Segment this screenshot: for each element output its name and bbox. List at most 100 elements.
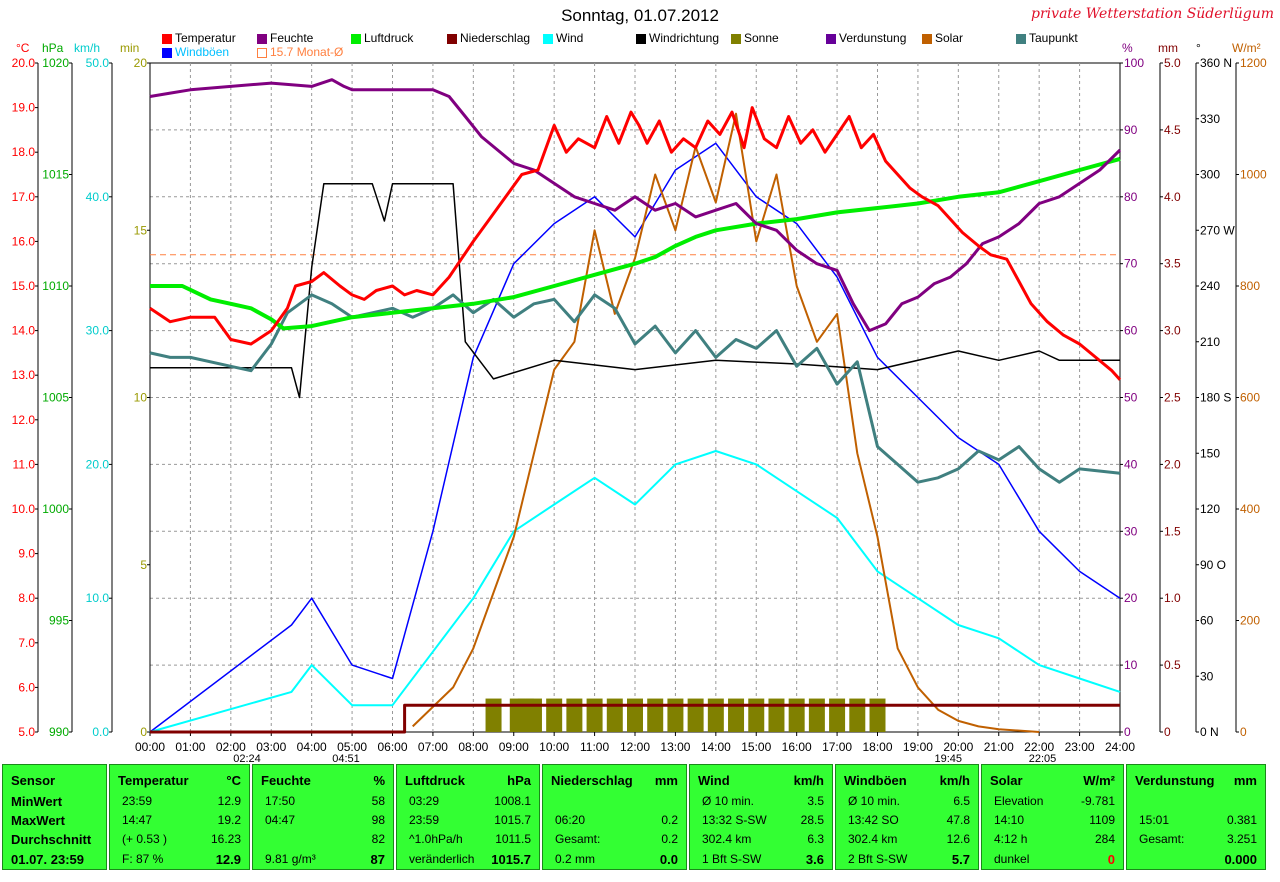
panel-cell-value: 82 <box>371 832 385 846</box>
panel-header: Luftdruck <box>405 773 465 788</box>
x-tick-label: 16:00 <box>782 740 812 754</box>
legend-monthly-avg: 15.7 Monat-Ø <box>270 45 344 59</box>
panel-cell-value: 1109 <box>1089 813 1115 827</box>
x-tick-label: 17:00 <box>822 740 852 754</box>
panel-cell-label: Gesamt: <box>1139 832 1185 846</box>
panel-cell-value: 12.9 <box>215 852 241 867</box>
axis-tick-label-pct: 90 <box>1124 123 1138 137</box>
axis-tick-label-deg: 270 W <box>1200 223 1235 237</box>
panel-cell-label: 2 Bft S-SW <box>848 852 908 866</box>
legend-windboeen: Windböen <box>175 45 230 59</box>
panel-cell-value: 0.0 <box>659 852 678 867</box>
sunshine-bar <box>525 698 542 732</box>
sunshine-bar <box>546 698 563 732</box>
panel-cell-label: F: 87 % <box>122 852 164 866</box>
axis-tick-label-temp: 8.0 <box>18 591 35 605</box>
panel-temp: Temperatur °C 23:59 12.9 14:47 19.2 (+ 0.53 ) 1… <box>109 764 250 870</box>
panel-sensor-header: Sensor <box>11 773 56 788</box>
axis-tick-label-min: 5 <box>140 558 147 572</box>
panel-cell-value: 12.9 <box>217 794 241 808</box>
row-label-max: MaxWert <box>11 813 65 828</box>
series-line-niederschlag <box>150 703 1120 734</box>
panel-cell-value: 47.8 <box>946 813 970 827</box>
panel-cell-value: 98 <box>371 813 385 827</box>
panel-cell-value: 6.3 <box>807 832 824 846</box>
panel-cell-label: veränderlich <box>409 852 475 866</box>
panel-cell-label: 9.81 g/m³ <box>265 852 316 866</box>
time-marker-label: 02:24 <box>233 753 261 762</box>
series-line-windrichtung <box>150 183 1120 399</box>
panel-cell-value: 0.000 <box>1224 852 1257 867</box>
panel-cell-value: 16.23 <box>210 832 241 846</box>
legend-swatch <box>826 34 836 44</box>
panel-cell-label: 302.4 km <box>848 832 898 846</box>
panel-cell-label: Gesamt: <box>555 832 601 846</box>
axis-tick-label-deg: 210 <box>1200 335 1220 349</box>
axis-tick-label-kmh: 30.0 <box>86 324 110 338</box>
series-line-solar <box>412 112 1040 733</box>
axis-tick-label-wm2: 1000 <box>1240 168 1267 182</box>
panel-solar: Solar W/m² Elevation -9.781 14:10 1109 4:12 h 2… <box>981 764 1124 870</box>
axis-tick-label-pct: 100 <box>1124 56 1144 70</box>
panel-header: Wind <box>698 773 730 788</box>
axis-tick-label-mm: 1.0 <box>1164 591 1181 605</box>
legend-sonne: Sonne <box>744 31 779 45</box>
axis-tick-label-temp: 15.0 <box>12 279 36 293</box>
x-tick-label: 14:00 <box>701 740 731 754</box>
series-line-wind <box>149 450 1121 733</box>
legend-feuchte: Feuchte <box>270 31 314 45</box>
axis-tick-label-temp: 7.0 <box>18 636 35 650</box>
panel-cell-value: 0 <box>1107 852 1115 867</box>
axis-tick-label-temp: 10.0 <box>12 502 36 516</box>
panel-cell-value: 1008.1 <box>494 794 531 808</box>
axis-tick-label-pct: 40 <box>1124 457 1138 471</box>
weather-chart: 20.0 19.0 18.0 17.0 16.0 15.0 14.0 13.0 12.0 11.0… <box>12 56 1267 762</box>
x-tick-label: 15:00 <box>741 740 771 754</box>
x-tick-label: 06:00 <box>377 740 407 754</box>
legend-taupunkt: Taupunkt <box>1029 31 1078 45</box>
axis-unit-deg: ° <box>1196 41 1201 55</box>
time-marker-label: 22:05 <box>1029 753 1057 762</box>
axis-tick-label-pct: 30 <box>1124 524 1138 538</box>
series-line-windböen <box>149 142 1121 733</box>
panel-nieder: Niederschlag mm 06:20 0.2 Gesamt: 0.2 0.2 mm 0.… <box>542 764 687 870</box>
axis-unit-temp: °C <box>16 41 30 55</box>
series-line-temperatur <box>149 106 1122 381</box>
legend-verdunstung: Verdunstung <box>839 31 907 45</box>
axis-tick-label-mm: 5.0 <box>1164 56 1181 70</box>
panel-unit: hPa <box>507 773 531 788</box>
axis-tick-label-hpa: 990 <box>49 725 69 739</box>
axis-tick-label-mm: 2.0 <box>1164 457 1181 471</box>
panel-cell-label: (+ 0.53 ) <box>122 832 168 846</box>
legend-windrichtung: Windrichtung <box>649 31 720 45</box>
axis-tick-label-deg: 300 <box>1200 168 1220 182</box>
time-marker-label: 04:51 <box>332 753 360 762</box>
panel-unit: km/h <box>939 773 970 788</box>
axis-unit-kmh: km/h <box>74 41 101 55</box>
axis-tick-label-mm: 0.5 <box>1164 658 1181 672</box>
axis-tick-label-mm: 4.0 <box>1164 190 1181 204</box>
sunshine-bar <box>808 698 825 732</box>
axis-unit-min: min <box>120 41 140 55</box>
axis-unit-hpa: hPa <box>42 41 64 55</box>
axis-tick-label-temp: 17.0 <box>12 190 36 204</box>
axis-unit-mm: mm <box>1158 41 1178 55</box>
axis-tick-label-mm: 3.0 <box>1164 324 1181 338</box>
axis-tick-label-pct: 70 <box>1124 257 1138 271</box>
axis-tick-label-temp: 12.0 <box>12 413 36 427</box>
axis-tick-label-hpa: 1005 <box>42 391 69 405</box>
x-tick-label: 02:00 <box>216 740 246 754</box>
axis-tick-label-wm2: 1200 <box>1240 56 1267 70</box>
panel-cell-value: 284 <box>1094 832 1115 846</box>
axis-tick-label-hpa: 1020 <box>42 56 69 70</box>
panel-header: Feuchte <box>261 773 311 788</box>
series-line-feuchte <box>149 78 1122 333</box>
axis-tick-label-hpa: 995 <box>49 614 69 628</box>
axis-tick-label-temp: 14.0 <box>12 324 36 338</box>
panel-boeen: Windböen km/h Ø 10 min. 6.5 13:42 SO 47.8 302.… <box>835 764 979 870</box>
sunshine-bar <box>768 698 785 732</box>
panel-cell-label: 4:12 h <box>994 832 1028 846</box>
axis-tick-label-pct: 50 <box>1124 391 1138 405</box>
panel-header: Solar <box>990 773 1023 788</box>
axis-tick-label-kmh: 20.0 <box>86 457 110 471</box>
